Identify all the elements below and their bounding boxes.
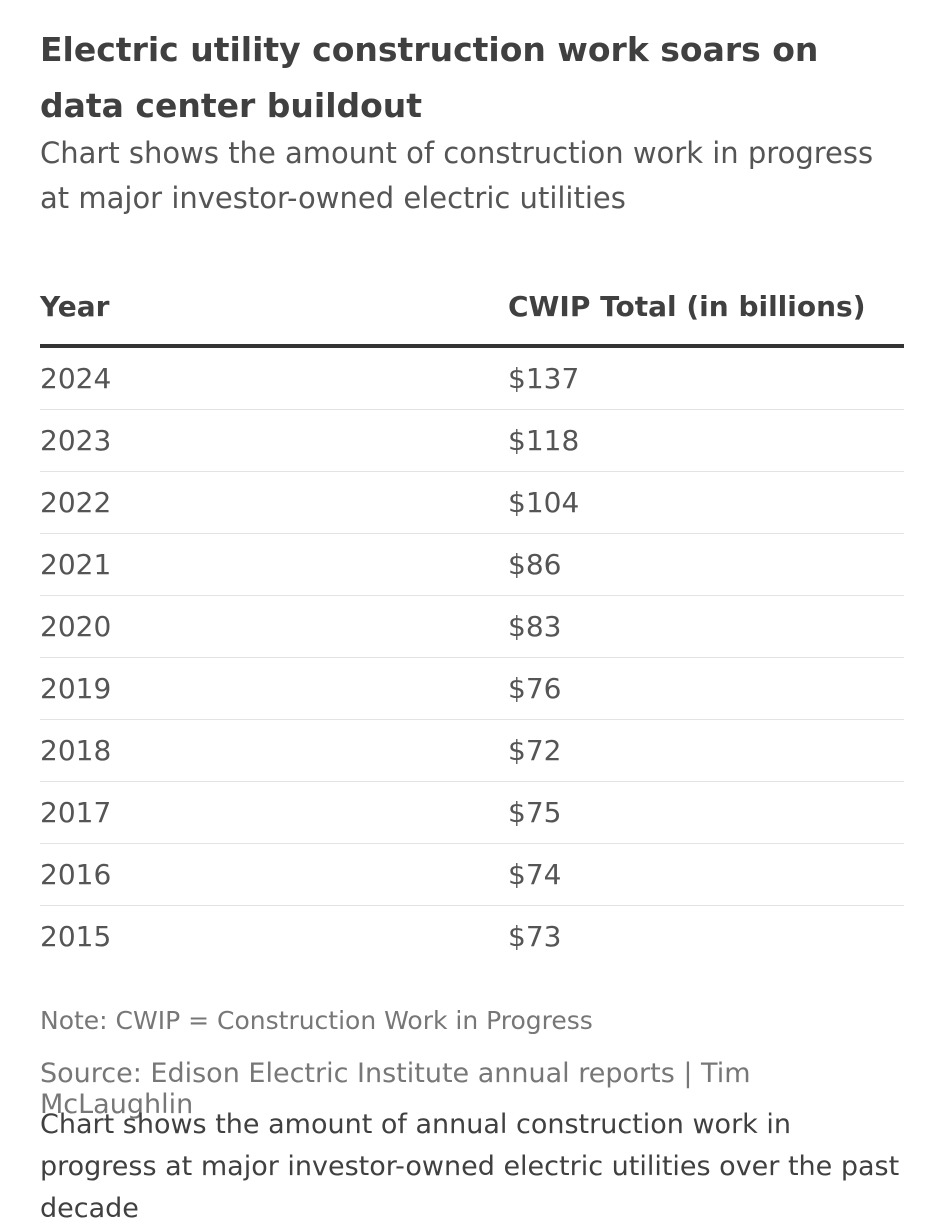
cell-cwip-total: $104 [508, 486, 580, 519]
table-header: Year CWIP Total (in billions) [40, 270, 904, 348]
cell-year: 2015 [40, 920, 112, 953]
table-row: 2024 $137 [40, 348, 904, 410]
cell-year: 2021 [40, 548, 112, 581]
chart-subtitle: Chart shows the amount of construction w… [40, 136, 874, 215]
cell-year: 2018 [40, 734, 112, 767]
chart-note: Note: CWIP = Construction Work in Progre… [40, 1006, 593, 1035]
header-cwip-total: CWIP Total (in billions) [508, 290, 866, 323]
table-row: 2020 $83 [40, 596, 904, 658]
chart-title: Electric utility construction work soars… [40, 30, 819, 125]
cell-cwip-total: $72 [508, 734, 562, 767]
cell-cwip-total: $83 [508, 610, 562, 643]
chart-source: Source: Edison Electric Institute annual… [40, 1058, 751, 1120]
cell-year: 2017 [40, 796, 112, 829]
cell-cwip-total: $76 [508, 672, 562, 705]
table-row: 2019 $76 [40, 658, 904, 720]
table-row: 2016 $74 [40, 844, 904, 906]
table-row: 2015 $73 [40, 906, 904, 967]
cell-cwip-total: $75 [508, 796, 562, 829]
table-row: 2022 $104 [40, 472, 904, 534]
cell-year: 2020 [40, 610, 112, 643]
table-row: 2018 $72 [40, 720, 904, 782]
cell-year: 2016 [40, 858, 112, 891]
table-row: 2017 $75 [40, 782, 904, 844]
table-row: 2021 $86 [40, 534, 904, 596]
cell-year: 2023 [40, 424, 112, 457]
data-table: Year CWIP Total (in billions) 2024 $137 … [40, 270, 904, 967]
cell-cwip-total: $74 [508, 858, 562, 891]
cell-cwip-total: $137 [508, 362, 580, 395]
cell-year: 2022 [40, 486, 112, 519]
cell-cwip-total: $73 [508, 920, 562, 953]
table-row: 2023 $118 [40, 410, 904, 472]
table-body: 2024 $137 2023 $118 2022 $104 2021 $86 2… [40, 348, 904, 967]
header-year: Year [40, 290, 110, 323]
chart-caption: Chart shows the amount of annual constru… [40, 1109, 900, 1224]
cell-cwip-total: $86 [508, 548, 562, 581]
cell-year: 2024 [40, 362, 112, 395]
cell-year: 2019 [40, 672, 112, 705]
cell-cwip-total: $118 [508, 424, 580, 457]
